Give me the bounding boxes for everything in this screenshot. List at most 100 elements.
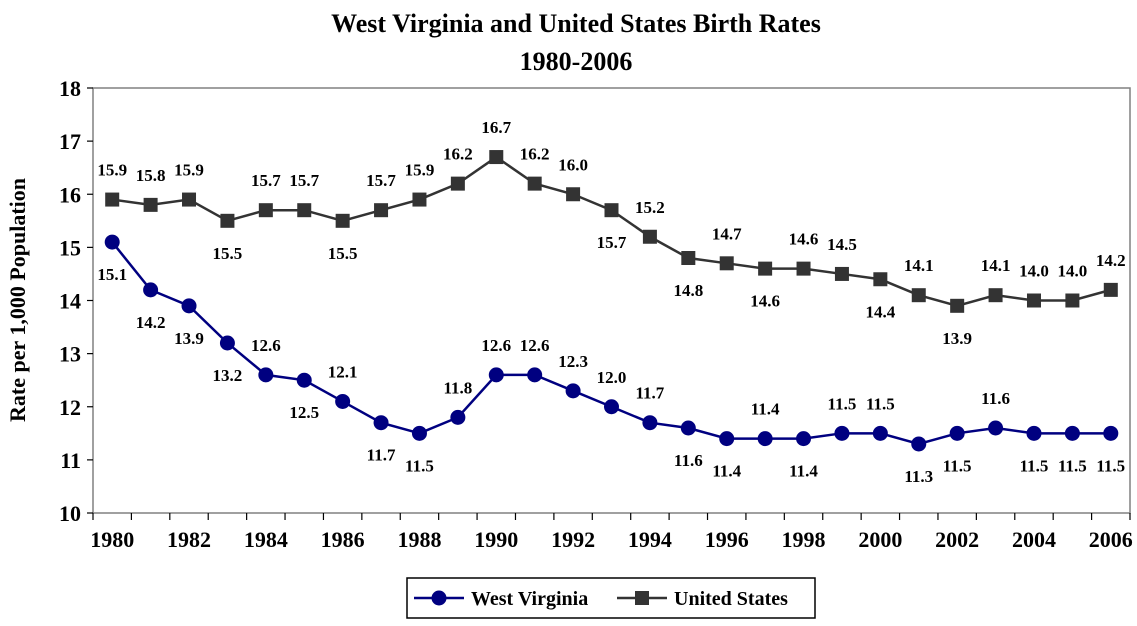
- data-point: [1026, 293, 1041, 308]
- data-label: 13.9: [174, 329, 204, 348]
- data-point: [489, 150, 504, 165]
- data-point: [1065, 293, 1080, 308]
- data-point: [988, 420, 1004, 436]
- data-label: 15.7: [251, 171, 281, 190]
- y-tick-label: 12: [59, 395, 81, 420]
- x-tick-label: 2000: [858, 527, 902, 552]
- data-label: 12.0: [597, 368, 627, 387]
- data-point: [1103, 282, 1118, 297]
- data-point: [681, 251, 696, 265]
- data-point: [335, 393, 351, 409]
- data-point: [565, 383, 581, 399]
- legend-box: [406, 577, 816, 619]
- x-tick-label: 1990: [474, 527, 518, 552]
- chart-subtitle: 1980-2006: [520, 47, 633, 76]
- y-tick-label: 13: [59, 342, 81, 367]
- x-tick-label: 1986: [321, 527, 365, 552]
- y-tick-label: 11: [60, 448, 81, 473]
- data-point: [181, 298, 197, 314]
- data-point: [604, 203, 619, 218]
- x-tick-label: 2006: [1089, 527, 1133, 552]
- legend-marker-united-states: [635, 591, 649, 605]
- data-point: [642, 229, 657, 244]
- data-label: 14.8: [673, 281, 703, 300]
- data-label: 15.5: [213, 244, 243, 263]
- y-tick-label: 18: [59, 76, 81, 101]
- data-label: 16.2: [520, 145, 550, 164]
- y-tick-label: 10: [59, 501, 81, 526]
- data-label: 11.5: [1096, 456, 1125, 475]
- data-label: 11.5: [1020, 456, 1049, 475]
- data-point: [296, 372, 312, 388]
- data-label: 11.4: [789, 462, 818, 481]
- data-label: 15.1: [97, 265, 127, 284]
- data-label: 16.7: [481, 118, 511, 137]
- data-label: 15.9: [174, 161, 204, 180]
- data-label: 11.4: [712, 462, 741, 481]
- data-label: 15.8: [136, 166, 166, 185]
- data-label: 11.4: [751, 400, 780, 419]
- data-label: 11.5: [828, 394, 857, 413]
- legend-label-united-states: United States: [674, 588, 788, 610]
- data-point: [757, 431, 773, 447]
- data-point: [104, 234, 120, 250]
- data-label: 14.7: [712, 224, 742, 243]
- data-point: [796, 261, 811, 276]
- data-point: [527, 176, 542, 191]
- data-point: [1103, 425, 1119, 441]
- data-label: 12.6: [251, 336, 281, 355]
- data-label: 11.7: [367, 446, 396, 465]
- y-tick-label: 15: [59, 235, 81, 260]
- data-point: [1064, 425, 1080, 441]
- data-point: [988, 288, 1003, 303]
- data-label: 14.2: [1096, 251, 1126, 270]
- data-point: [719, 256, 734, 271]
- data-label: 14.6: [750, 292, 780, 311]
- data-label: 15.5: [328, 244, 358, 263]
- data-point: [219, 335, 235, 351]
- data-point: [220, 213, 235, 228]
- data-point: [834, 425, 850, 441]
- data-label: 15.2: [635, 198, 665, 217]
- data-label: 14.0: [1058, 262, 1088, 281]
- x-tick-label: 1992: [551, 527, 595, 552]
- data-point: [680, 420, 696, 436]
- x-tick-label: 2002: [935, 527, 979, 552]
- data-point: [488, 367, 504, 383]
- chart-title: West Virginia and United States Birth Ra…: [331, 9, 821, 38]
- data-label: 14.1: [904, 256, 934, 275]
- data-label: 14.2: [136, 313, 166, 332]
- data-label: 11.8: [443, 378, 472, 397]
- data-point: [911, 288, 926, 303]
- data-point: [527, 367, 543, 383]
- y-tick-label: 17: [59, 129, 81, 154]
- data-point: [105, 192, 120, 207]
- data-label: 14.4: [865, 302, 895, 321]
- data-label: 12.6: [520, 336, 550, 355]
- data-point: [373, 415, 389, 431]
- data-label: 15.9: [97, 161, 127, 180]
- data-label: 11.6: [674, 451, 703, 470]
- legend-label-west-virginia: West Virginia: [471, 588, 588, 610]
- data-point: [258, 203, 273, 218]
- data-point: [566, 187, 581, 202]
- data-label: 12.3: [558, 352, 588, 371]
- data-point: [796, 431, 812, 447]
- data-label: 13.2: [213, 366, 243, 385]
- data-point: [604, 399, 619, 415]
- data-point: [911, 436, 927, 452]
- x-tick-label: 1998: [782, 527, 826, 552]
- x-tick-label: 2004: [1012, 527, 1056, 552]
- data-point: [719, 431, 735, 447]
- data-point: [182, 192, 197, 207]
- x-tick-label: 1994: [628, 527, 672, 552]
- data-point: [143, 282, 159, 298]
- data-point: [758, 261, 773, 276]
- data-label: 15.7: [366, 171, 396, 190]
- data-label: 11.3: [904, 467, 933, 486]
- data-label: 11.6: [981, 389, 1010, 408]
- data-label: 14.6: [789, 230, 819, 249]
- data-point: [374, 203, 389, 218]
- series-markers: [104, 150, 1119, 452]
